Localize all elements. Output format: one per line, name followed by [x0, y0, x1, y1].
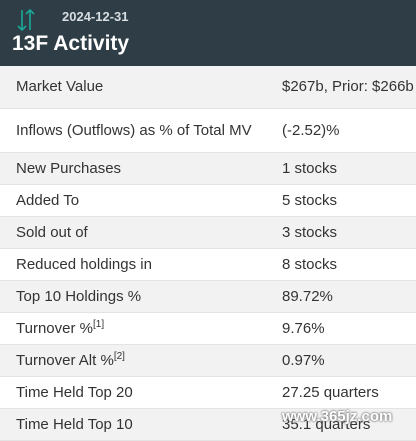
- row-value: 5 stocks: [266, 184, 416, 217]
- table-row: Top 10 Holdings % 89.72%: [0, 280, 416, 313]
- row-value: 0.97%: [266, 344, 416, 377]
- table-row: Sold out of 3 stocks: [0, 216, 416, 249]
- table-row: New Purchases 1 stocks: [0, 152, 416, 185]
- row-value-negative: (-2.52)%: [266, 108, 416, 153]
- row-label-text: Turnover Alt %: [16, 352, 114, 369]
- row-label: Time Held Top 10: [0, 408, 266, 441]
- row-label: Inflows (Outflows) as % of Total MV: [0, 108, 266, 153]
- row-value: 3 stocks: [266, 216, 416, 249]
- row-value: 9.76%: [266, 312, 416, 345]
- row-value: 1 stocks: [266, 152, 416, 185]
- table-row: Reduced holdings in 8 stocks: [0, 248, 416, 281]
- row-label: Turnover Alt %[2]: [0, 344, 266, 377]
- row-value: 27.25 quarters: [266, 376, 416, 409]
- table-row: Time Held Top 20 27.25 quarters: [0, 376, 416, 409]
- footnote-link[interactable]: [2]: [113, 351, 125, 362]
- row-label: Turnover %[1]: [0, 312, 266, 345]
- table-row: Market Value $267b, Prior: $266b: [0, 66, 416, 109]
- table-row: Turnover %[1] 9.76%: [0, 312, 416, 345]
- row-label: Top 10 Holdings %: [0, 280, 266, 313]
- table-row: Inflows (Outflows) as % of Total MV (-2.…: [0, 108, 416, 153]
- table-row: Turnover Alt %[2] 0.97%: [0, 344, 416, 377]
- activity-table: Market Value $267b, Prior: $266b Inflows…: [0, 66, 416, 441]
- row-value: $267b, Prior: $266b: [266, 66, 416, 109]
- row-value: 8 stocks: [266, 248, 416, 281]
- section-title: 13F Activity: [12, 32, 130, 55]
- row-label: Sold out of: [0, 216, 266, 249]
- up-down-arrows-icon: [17, 8, 35, 32]
- footnote-link[interactable]: [1]: [92, 319, 105, 330]
- table-row: Added To 5 stocks: [0, 184, 416, 217]
- row-label-text: Turnover %: [16, 320, 93, 337]
- report-date: 2024-12-31: [62, 9, 129, 24]
- watermark: www.365jz.com: [282, 408, 393, 425]
- row-label: Added To: [0, 184, 266, 217]
- row-label: Reduced holdings in: [0, 248, 266, 281]
- row-value: 89.72%: [266, 280, 416, 313]
- row-label: Market Value: [0, 66, 266, 109]
- row-label: New Purchases: [0, 152, 266, 185]
- section-header: 2024-12-31 13F Activity: [0, 0, 416, 66]
- row-label: Time Held Top 20: [0, 376, 266, 409]
